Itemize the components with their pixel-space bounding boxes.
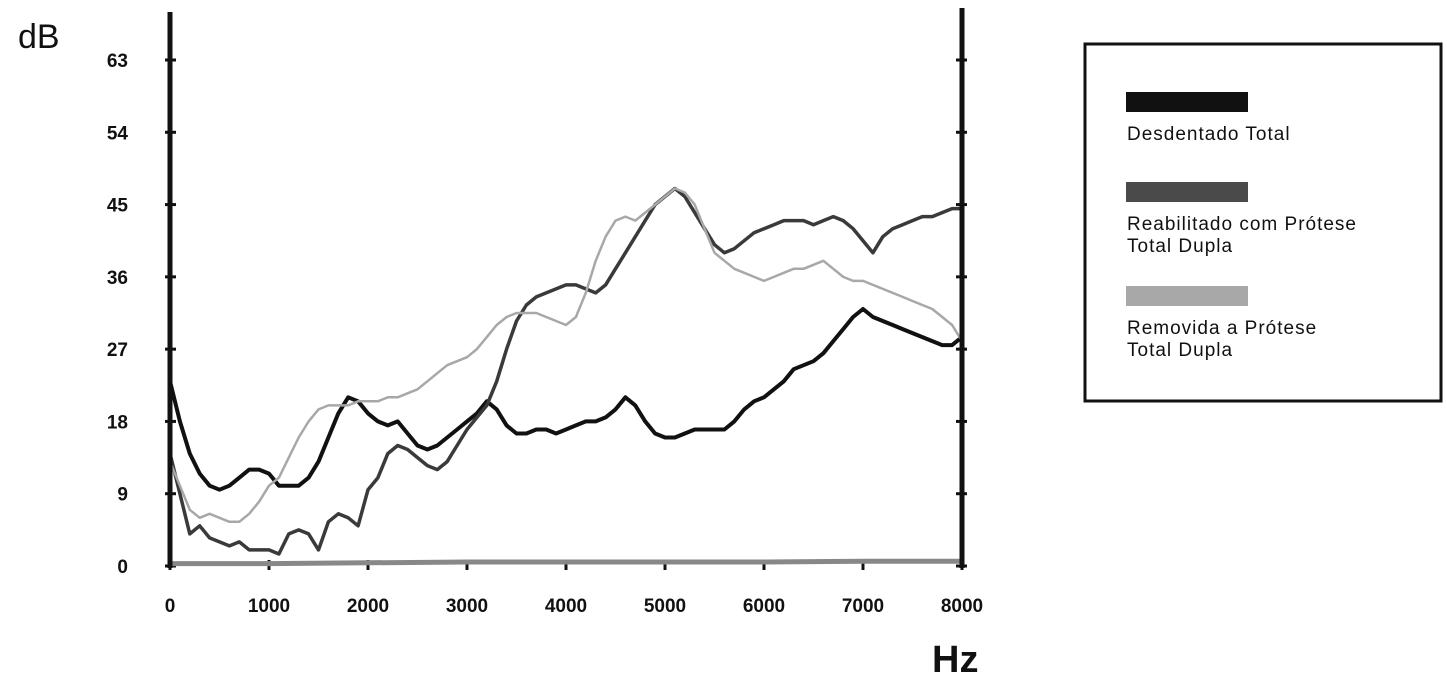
legend: Desdentado Total Reabilitado com Prótese T… <box>1083 42 1443 403</box>
x-tick-label: 0 <box>165 596 176 617</box>
legend-swatch-3 <box>1126 286 1248 306</box>
legend-label-2: Reabilitado com Prótese Total Dupla <box>1127 214 1357 257</box>
x-tick-label: 3000 <box>446 596 488 617</box>
series-line-1 <box>168 307 964 492</box>
series-line-3 <box>168 187 964 524</box>
series-line-2 <box>168 186 964 556</box>
x-tick-label: 8000 <box>941 596 983 617</box>
axis-ticks: 0 9 18 27 36 45 54 63 0 1000 2000 3000 4000 5000 6000 7… <box>107 51 983 617</box>
y-tick-label: 36 <box>107 268 128 289</box>
y-tick-label: 54 <box>107 123 129 144</box>
x-tick-label: 4000 <box>545 596 587 617</box>
legend-label-3: Removida a Prótese Total Dupla <box>1127 318 1317 361</box>
axes <box>167 8 965 568</box>
y-axis-label: dB <box>18 18 60 56</box>
series-line-4 <box>167 558 965 567</box>
legend-swatch-2 <box>1126 182 1248 202</box>
x-tick-label: 5000 <box>644 596 686 617</box>
legend-swatch-1 <box>1126 92 1248 112</box>
y-tick-label: 63 <box>107 51 128 72</box>
y-tick-label: 45 <box>107 196 129 217</box>
x-tick-label: 1000 <box>248 596 290 617</box>
y-tick-label: 0 <box>117 557 128 578</box>
series-layer <box>167 186 965 567</box>
legend-label-1: Desdentado Total <box>1127 124 1291 145</box>
x-tick-label: 2000 <box>347 596 389 617</box>
x-axis-label: Hz <box>932 639 978 681</box>
y-tick-label: 9 <box>117 485 128 506</box>
x-tick-label: 7000 <box>842 596 884 617</box>
y-tick-label: 27 <box>107 340 128 361</box>
x-tick-label: 6000 <box>743 596 785 617</box>
y-tick-label: 18 <box>107 412 128 433</box>
